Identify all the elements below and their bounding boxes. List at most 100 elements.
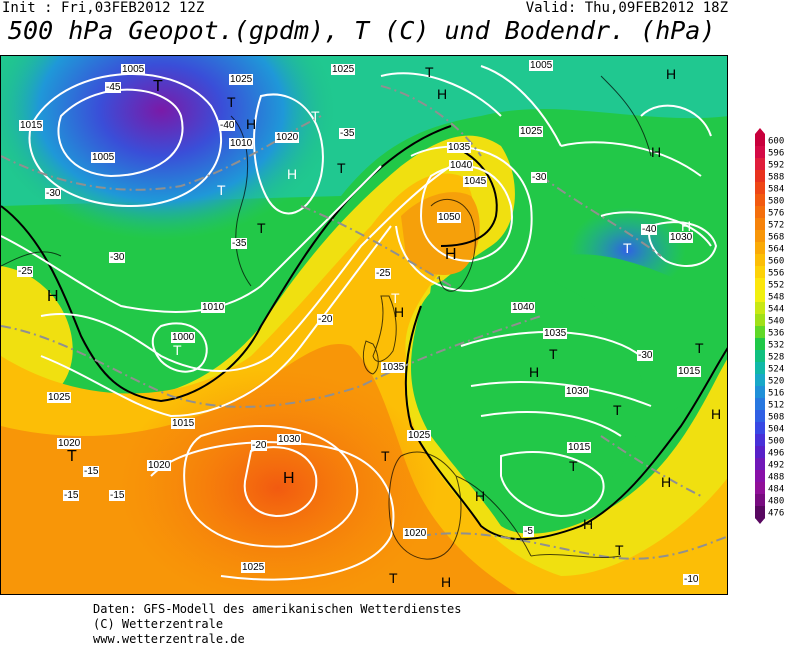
europe-cold [429,267,643,518]
pressure-label: 1015 [567,442,592,453]
pressure-label: 1020 [275,132,300,143]
colorbar-swatch [755,410,765,423]
low-marker: T [391,290,400,306]
footer-url: www.wetterzentrale.de [93,632,245,646]
colorbar-swatch [755,422,765,435]
pressure-label: 1030 [277,434,302,445]
temp-label: -25 [17,266,34,277]
high-marker: H [47,288,59,305]
pressure-label: 1020 [403,528,428,539]
colorbar-label: 528 [768,353,784,363]
high-marker: H [283,470,295,487]
temp-label: -15 [109,490,126,501]
colorbar-swatch [755,482,765,495]
temp-label: -20 [251,440,268,451]
low-marker: T [153,78,163,95]
colorbar-label: 540 [768,317,784,327]
temp-label: -20 [317,314,334,325]
temp-label: -35 [339,128,356,139]
pressure-label: 1015 [19,120,44,131]
pressure-label: 1010 [201,302,226,313]
high-marker: H [661,474,672,490]
high-marker: H [287,166,298,182]
colorbar-svg: 600 596 592 588 584 580 576 572 568 564 560 556 552 5… [755,128,784,524]
high-marker: H [475,488,486,504]
pressure-label: 1005 [91,152,116,163]
colorbar-label: 544 [768,305,784,315]
colorbar-swatch [755,398,765,411]
colorbar-swatch [755,458,765,471]
isotherms [1,85,727,560]
temp-label: -30 [531,172,548,183]
high-marker: H [445,246,457,263]
pressure-label: 1040 [511,302,536,313]
pressure-label: 1025 [407,430,432,441]
temp-label: -15 [83,466,100,477]
temp-label: -30 [45,188,62,199]
pressure-label: 1035 [381,362,406,373]
pressure-label: 1045 [463,176,488,187]
low-marker: T [257,220,266,236]
pressure-label: 1025 [241,562,266,573]
colorbar-swatch [755,206,765,219]
pressure-label: 1035 [447,142,472,153]
colorbar-swatch [755,446,765,459]
high-marker: H [246,116,257,132]
temp-label: -35 [231,238,248,249]
colorbar-swatch [755,158,765,171]
colorbar-swatch [755,182,765,195]
colorbar-label: 524 [768,365,784,375]
pressure-label: 1025 [331,64,356,75]
colorbar-cap-bottom [755,518,765,524]
pressure-label: 1025 [229,74,254,85]
map-labels: H H H H H H H H H H H H H H H H T T T T … [1,56,727,594]
init-time: Init : Fri,03FEB2012 12Z [2,0,205,16]
temp-label: -10 [683,574,700,585]
colorbar-label: 560 [768,257,784,267]
colorbar-label: 512 [768,401,784,411]
colorbar-label: 500 [768,437,784,447]
colorbar-label: 580 [768,197,784,207]
temp-label: -5 [523,526,534,537]
colorbar-swatch [755,362,765,375]
colorbar-label: 548 [768,293,784,303]
low-marker: T [425,64,434,80]
colorbar-swatch [755,194,765,207]
colorbar-label: 568 [768,233,784,243]
colorbar-label: 600 [768,137,784,147]
pressure-label: 1015 [677,366,702,377]
pressure-label: 1030 [669,232,694,243]
boundary-552-north [440,145,498,247]
pressure-label: 1010 [229,138,254,149]
colorbar-label: 496 [768,449,784,459]
colorbar-label: 516 [768,389,784,399]
low-marker: T [381,448,390,464]
low-marker: T [389,570,398,586]
temp-label: -30 [109,252,126,263]
pressure-label: 1025 [519,126,544,137]
colorbar-label: 504 [768,425,784,435]
pressure-label: 1005 [529,60,554,71]
chart-title: 500 hPa Geopot.(gpdm), T (C) und Bodendr… [8,16,716,45]
colorbar-label: 484 [768,485,784,495]
colorbar-label: 480 [768,497,784,507]
colorbar-label: 556 [768,269,784,279]
colorbar-label: 576 [768,209,784,219]
low-marker: T [613,402,622,418]
colorbar: 600 596 592 588 584 580 576 572 568 564 560 556 552 5… [754,128,790,524]
colorbar-swatch [755,170,765,183]
colorbar-swatch [755,374,765,387]
high-marker: H [583,516,594,532]
pressure-label: 1020 [147,460,172,471]
low-marker: T [549,346,558,362]
high-marker: H [681,218,692,234]
low-marker: T [615,542,624,558]
low-marker: T [623,240,632,256]
pressure-label: 1000 [171,332,196,343]
colorbar-swatch [755,470,765,483]
colorbar-cap-top [755,128,765,134]
colorbar-label: 532 [768,341,784,351]
temp-label: -25 [375,268,392,279]
weather-map: H H H H H H H H H H H H H H H H T T T T … [0,55,728,595]
pressure-label: 1025 [47,392,72,403]
